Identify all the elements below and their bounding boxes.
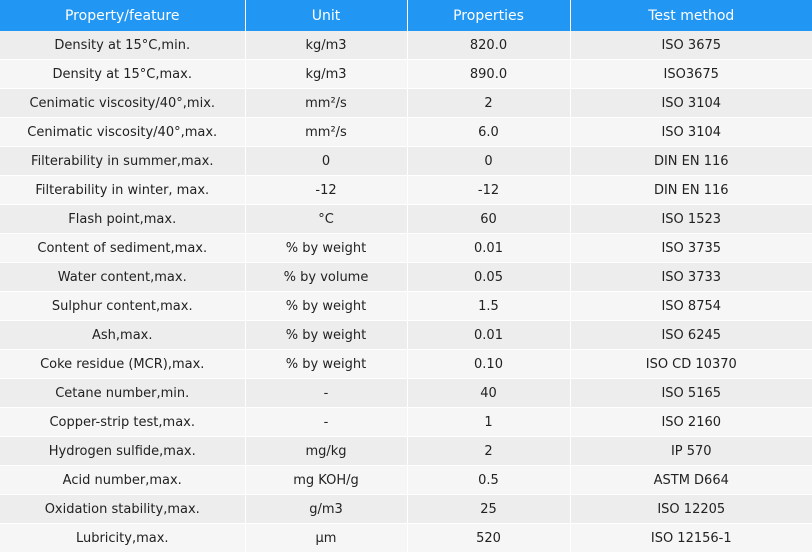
cell-unit: g/m3: [245, 494, 408, 524]
cell-value: 60: [407, 204, 571, 234]
table-row: Flash point,max. °C 60 ISO 1523: [0, 204, 812, 234]
cell-property: Density at 15°C,max.: [0, 59, 246, 89]
cell-unit: % by weight: [245, 291, 408, 321]
table-row: Lubricity,max. μm 520 ISO 12156-1: [0, 523, 812, 553]
cell-unit: mg/kg: [245, 436, 408, 466]
table-row: Cetane number,min. -40 ISO 5165: [0, 378, 812, 408]
cell-unit: μm: [245, 523, 408, 553]
cell-value: 1.5: [407, 291, 571, 321]
cell-property: Water content,max.: [0, 262, 246, 292]
cell-property: Ash,max.: [0, 320, 246, 350]
cell-property: Density at 15°C,min.: [0, 31, 246, 60]
header-property: Property/feature: [0, 0, 246, 31]
cell-unit: mm²/s: [245, 88, 408, 118]
cell-property: Filterability in winter, max.: [0, 175, 246, 205]
table-row: Density at 15°C,min. kg/m3 820.0 ISO 3675: [0, 31, 812, 60]
cell-unit: % by weight: [245, 233, 408, 263]
cell-test-method: ISO 3104: [570, 117, 812, 147]
cell-property: Cenimatic viscosity/40°,mix.: [0, 88, 246, 118]
cell-value: 6.0: [407, 117, 571, 147]
cell-property: Flash point,max.: [0, 204, 246, 234]
cell-property: Filterability in summer,max.: [0, 146, 246, 176]
cell-property: Cenimatic viscosity/40°,max.: [0, 117, 246, 147]
cell-value: 2: [407, 88, 571, 118]
cell-unit: 0: [245, 146, 408, 176]
table-row: Cenimatic viscosity/40°,max. mm²/s 6.0 ISO …: [0, 117, 812, 147]
cell-test-method: ISO 3735: [570, 233, 812, 263]
cell-property: Hydrogen sulfide,max.: [0, 436, 246, 466]
cell-test-method: ISO CD 10370: [570, 349, 812, 379]
cell-value: 820.0: [407, 31, 571, 60]
cell-value: 0.01: [407, 320, 571, 350]
cell-value: 520: [407, 523, 571, 553]
cell-value: 0.05: [407, 262, 571, 292]
cell-unit: °C: [245, 204, 408, 234]
cell-test-method: IP 570: [570, 436, 812, 466]
cell-test-method: ISO 3104: [570, 88, 812, 118]
table-row: Coke residue (MCR),max.% by weight 0.10 IS…: [0, 349, 812, 379]
header-row: Property/feature Unit Properties Test me…: [0, 0, 812, 31]
cell-value: 890.0: [407, 59, 571, 89]
cell-property: Coke residue (MCR),max.: [0, 349, 246, 379]
cell-test-method: DIN EN 116: [570, 175, 812, 205]
table-row: Cenimatic viscosity/40°,mix. mm²/s 2 ISO 31…: [0, 88, 812, 118]
table-row: Ash,max.% by weight 0.01 ISO 6245: [0, 320, 812, 350]
cell-property: Lubricity,max.: [0, 523, 246, 553]
table-row: Filterability in winter, max. -12 -12 DIN E…: [0, 175, 812, 205]
cell-value: -12: [407, 175, 571, 205]
table-row: Water content,max.% by volume 0.05 ISO 373…: [0, 262, 812, 292]
cell-test-method: ISO 5165: [570, 378, 812, 408]
cell-test-method: ISO 3733: [570, 262, 812, 292]
cell-value: 0.10: [407, 349, 571, 379]
cell-unit: -12: [245, 175, 408, 205]
cell-value: 25: [407, 494, 571, 524]
header-properties: Properties: [407, 0, 571, 31]
cell-property: Sulphur content,max.: [0, 291, 246, 321]
cell-unit: % by volume: [245, 262, 408, 292]
cell-value: 40: [407, 378, 571, 408]
cell-value: 1: [407, 407, 571, 437]
cell-test-method: ISO 1523: [570, 204, 812, 234]
cell-property: Acid number,max.: [0, 465, 246, 495]
cell-test-method: DIN EN 116: [570, 146, 812, 176]
cell-property: Cetane number,min.: [0, 378, 246, 408]
table-body: Density at 15°C,min. kg/m3 820.0 ISO 3675 De…: [0, 31, 812, 553]
table-row: Oxidation stability,max. g/m3 25 ISO 12205: [0, 494, 812, 524]
cell-property: Content of sediment,max.: [0, 233, 246, 263]
cell-unit: mm²/s: [245, 117, 408, 147]
cell-test-method: ISO 6245: [570, 320, 812, 350]
cell-property: Oxidation stability,max.: [0, 494, 246, 524]
cell-test-method: ISO 3675: [570, 31, 812, 60]
cell-value: 0.5: [407, 465, 571, 495]
cell-value: 2: [407, 436, 571, 466]
table-row: Acid number,max. mg KOH/g 0.5 ASTM D664: [0, 465, 812, 495]
cell-unit: kg/m3: [245, 59, 408, 89]
cell-test-method: ISO 2160: [570, 407, 812, 437]
cell-unit: kg/m3: [245, 31, 408, 60]
table-row: Hydrogen sulfide,max. mg/kg 2 IP 570: [0, 436, 812, 466]
cell-test-method: ISO 12156-1: [570, 523, 812, 553]
table-header: Property/feature Unit Properties Test me…: [0, 0, 812, 31]
table-row: Filterability in summer,max. 0 0 DIN EN 116: [0, 146, 812, 176]
cell-test-method: ISO3675: [570, 59, 812, 89]
cell-property: Copper-strip test,max.: [0, 407, 246, 437]
cell-unit: -: [245, 407, 408, 437]
cell-value: 0: [407, 146, 571, 176]
cell-unit: % by weight: [245, 320, 408, 350]
table-row: Copper-strip test,max. -1 ISO 2160: [0, 407, 812, 437]
cell-test-method: ISO 8754: [570, 291, 812, 321]
cell-unit: mg KOH/g: [245, 465, 408, 495]
cell-test-method: ASTM D664: [570, 465, 812, 495]
cell-test-method: ISO 12205: [570, 494, 812, 524]
table-row: Density at 15°C,max. kg/m3 890.0 ISO3675: [0, 59, 812, 89]
cell-value: 0.01: [407, 233, 571, 263]
cell-unit: -: [245, 378, 408, 408]
table-row: Content of sediment,max.% by weight 0.01 I…: [0, 233, 812, 263]
cell-unit: % by weight: [245, 349, 408, 379]
header-test-method: Test method: [570, 0, 812, 31]
table-row: Sulphur content,max.% by weight 1.5 ISO 87…: [0, 291, 812, 321]
header-unit: Unit: [245, 0, 408, 31]
